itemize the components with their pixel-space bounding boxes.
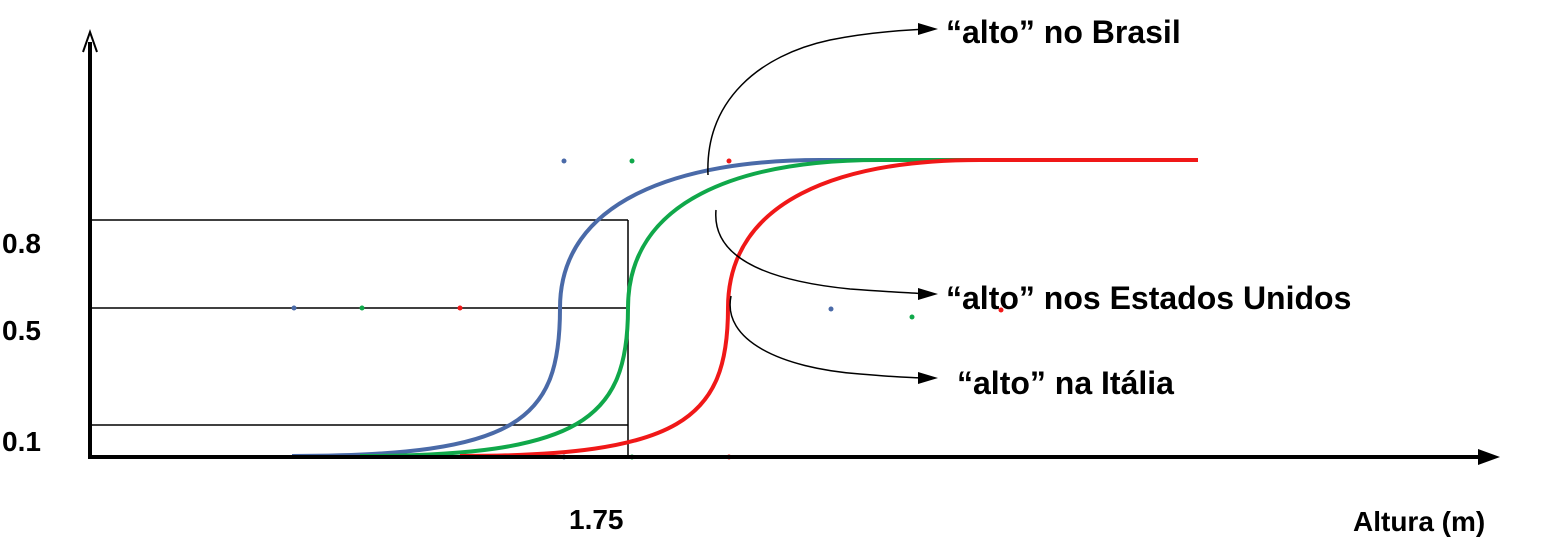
- curve-brasil: [291, 158, 1198, 458]
- callout-label-eua: “alto” nos Estados Unidos: [946, 280, 1351, 316]
- marker-dot-eua-mid: [359, 305, 365, 311]
- callout-arrowhead-italia: [918, 372, 938, 384]
- x-tick-label-1-75: 1.75: [569, 504, 624, 535]
- marker-dot-brasil-top: [561, 158, 567, 164]
- x-axis-arrowhead: [1478, 449, 1500, 465]
- callout-label-italia: “alto” na Itália: [957, 365, 1174, 401]
- marker-dot-brasil-right: [828, 306, 834, 312]
- curve-eua: [359, 158, 1198, 458]
- marker-dot-eua-top: [629, 158, 635, 164]
- marker-dot-italia-top: [726, 158, 732, 164]
- curve-italia: [459, 158, 1198, 458]
- callout-connector-italia: [729, 295, 929, 379]
- callout-connector-brasil: [707, 28, 929, 176]
- marker-dot-brasil-mid: [291, 305, 297, 311]
- y-tick-label-0-1: 0.1: [2, 426, 41, 457]
- marker-dot-italia-mid: [457, 305, 463, 311]
- callout-arrowhead-brasil: [918, 23, 938, 35]
- y-tick-label-0-8: 0.8: [2, 228, 41, 259]
- y-axis-arrowhead: [82, 28, 98, 53]
- x-axis-label: Altura (m): [1353, 506, 1485, 537]
- callout-connector-eua: [715, 209, 929, 295]
- y-tick-label-0-5: 0.5: [2, 315, 41, 346]
- marker-dot-eua-right: [909, 314, 915, 320]
- callout-arrowhead-eua: [918, 288, 938, 300]
- callout-label-brasil: “alto” no Brasil: [946, 14, 1181, 50]
- marker-dot-italia-right: [998, 307, 1004, 313]
